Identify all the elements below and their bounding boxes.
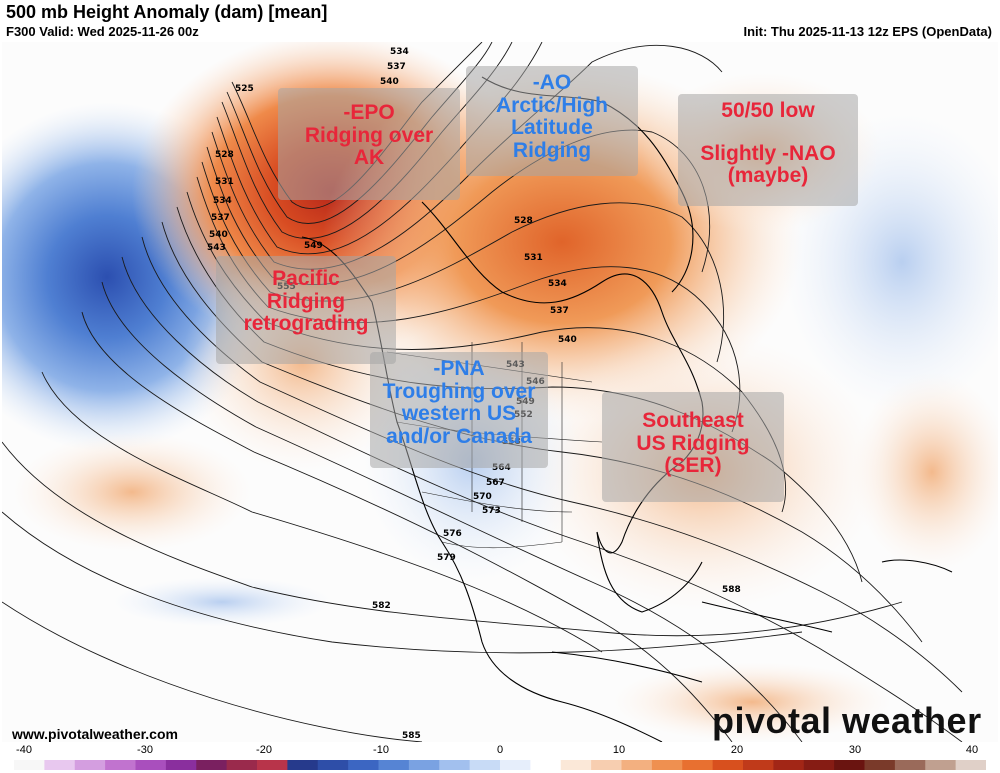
colorbar-swatch xyxy=(803,760,835,770)
annotation-pacific: Pacific Ridging retrograding xyxy=(216,256,396,364)
height-label: 528 xyxy=(514,216,533,226)
colorbar-tick-labels: -40 -30 -20 -10 0 10 20 30 40 xyxy=(0,744,1000,758)
colorbar-swatch xyxy=(317,760,349,770)
colorbar-swatch xyxy=(165,760,197,770)
annotation-epo: -EPO Ridging over AK xyxy=(278,88,460,200)
colorbar-swatch xyxy=(682,760,714,770)
height-label: 537 xyxy=(550,306,569,316)
height-label: 531 xyxy=(524,253,543,263)
colorbar-swatch xyxy=(408,760,440,770)
height-label: 588 xyxy=(722,585,741,595)
height-label: 525 xyxy=(235,84,254,94)
colorbar-swatch xyxy=(530,760,562,770)
colorbar-tick: 0 xyxy=(496,744,504,756)
colorbar-swatch xyxy=(105,760,137,770)
colorbar-swatch xyxy=(834,760,866,770)
colorbar-swatch xyxy=(439,760,471,770)
annotation-nao: 50/50 low Slightly -NAO (maybe) xyxy=(678,94,858,206)
colorbar-swatch xyxy=(894,760,926,770)
height-label: 579 xyxy=(437,553,456,563)
height-label: 537 xyxy=(211,213,230,223)
colorbar-swatch xyxy=(621,760,653,770)
colorbar-swatch xyxy=(469,760,501,770)
annotation-ser: Southeast US Ridging (SER) xyxy=(602,392,784,502)
height-label: 528 xyxy=(215,150,234,160)
height-label: 567 xyxy=(486,478,505,488)
colorbar-swatch xyxy=(925,760,957,770)
height-label: 576 xyxy=(443,529,462,539)
colorbar-swatch xyxy=(44,760,76,770)
brand-logo: pivotal weather xyxy=(712,700,982,741)
height-label: 585 xyxy=(402,731,421,741)
colorbar-swatch xyxy=(257,760,288,770)
colorbar-tick: 30 xyxy=(848,744,862,756)
colorbar-swatch xyxy=(226,760,258,770)
colorbar-tick: 20 xyxy=(730,744,744,756)
height-label: 537 xyxy=(387,62,406,72)
colorbar xyxy=(14,760,986,770)
height-label: 570 xyxy=(473,492,492,502)
height-label: 540 xyxy=(558,335,577,345)
annotation-ao: -AO Arctic/High Latitude Ridging xyxy=(466,66,638,176)
colorbar-swatch xyxy=(712,760,744,770)
colorbar-swatch xyxy=(348,760,380,770)
colorbar-swatch xyxy=(14,760,45,770)
map-panel: 525 528 531 534 537 540 543 534 537 540 … xyxy=(2,42,998,742)
colorbar-swatch xyxy=(500,760,531,770)
colorbar-tick: -30 xyxy=(137,744,153,756)
colorbar-swatch xyxy=(560,760,592,770)
colorbar-swatch xyxy=(135,760,167,770)
colorbar-swatch xyxy=(743,760,774,770)
colorbar-swatch xyxy=(773,760,805,770)
init-time: Init: Thu 2025-11-13 12z EPS (OpenData) xyxy=(743,24,992,39)
annotation-pna: -PNA Troughing over western US and/or Ca… xyxy=(370,352,548,468)
height-label: 582 xyxy=(372,601,391,611)
colorbar-swatch xyxy=(591,760,623,770)
valid-time: F300 Valid: Wed 2025-11-26 00z xyxy=(6,24,199,39)
website-link[interactable]: www.pivotalweather.com xyxy=(12,726,178,742)
height-label: 534 xyxy=(213,196,232,206)
colorbar-swatch xyxy=(864,760,896,770)
height-label: 540 xyxy=(209,230,228,240)
height-label: 564 xyxy=(492,463,511,473)
colorbar-tick: 40 xyxy=(965,744,979,756)
colorbar-tick: -20 xyxy=(256,744,272,756)
colorbar-tick: -10 xyxy=(373,744,389,756)
height-label: 531 xyxy=(215,177,234,187)
header-bar: 500 mb Height Anomaly (dam) [mean] F300 … xyxy=(0,0,1000,42)
colorbar-swatch xyxy=(287,760,319,770)
height-label: 540 xyxy=(380,77,399,87)
height-label: 549 xyxy=(304,241,323,251)
colorbar-tick: -40 xyxy=(16,744,32,756)
height-label: 534 xyxy=(390,47,409,57)
colorbar-tick: 10 xyxy=(612,744,626,756)
colorbar-swatch xyxy=(196,760,228,770)
colorbar-swatch xyxy=(955,760,986,770)
colorbar-swatch xyxy=(651,760,683,770)
map-title: 500 mb Height Anomaly (dam) [mean] xyxy=(6,2,328,22)
height-label: 534 xyxy=(548,279,567,289)
height-label: 543 xyxy=(207,243,226,253)
colorbar-swatch xyxy=(378,760,410,770)
height-label: 573 xyxy=(482,506,501,516)
colorbar-swatch xyxy=(74,760,106,770)
